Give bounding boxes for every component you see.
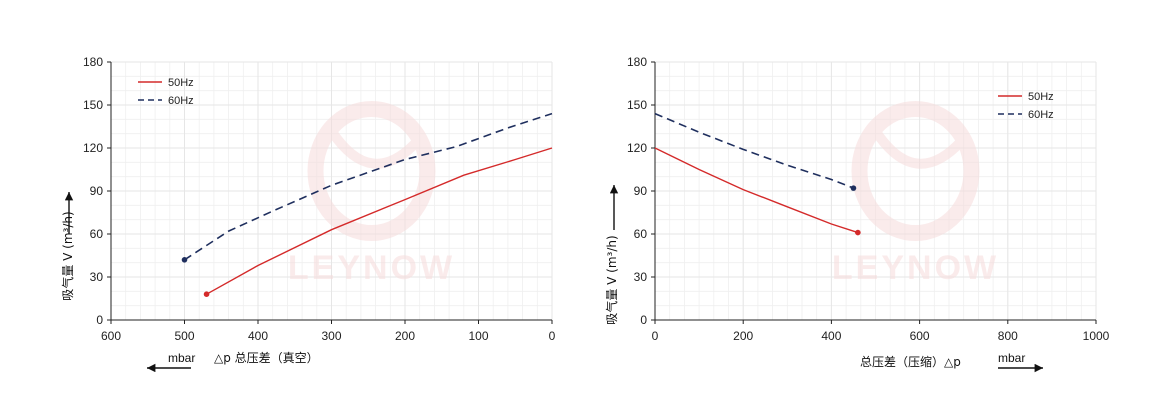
watermark-logo: LEYNOW <box>832 101 999 287</box>
series-line-60hz <box>654 112 854 189</box>
y-tick-label: 0 <box>96 313 103 327</box>
y-tick-label: 30 <box>90 270 104 284</box>
x-axis-unit: mbar <box>998 351 1025 365</box>
series-endpoint-60hz <box>181 257 188 263</box>
x-tick-label: 0 <box>549 329 556 343</box>
y-tick-label: 180 <box>627 55 647 69</box>
y-tick-label: 30 <box>634 270 648 284</box>
series-line-60hz <box>184 112 553 261</box>
y-tick-label: 120 <box>627 141 647 155</box>
series-line-50hz <box>654 147 859 234</box>
series-endpoint-50hz <box>855 229 861 236</box>
x-tick-label: 200 <box>733 329 753 343</box>
legend-label-60hz: 60Hz <box>1028 109 1054 121</box>
legend-label-50hz: 50Hz <box>1028 91 1054 103</box>
y-axis-title: 吸气量 V (m³/h) <box>604 235 619 324</box>
x-tick-label: 500 <box>174 329 194 343</box>
x-tick-label: 1000 <box>1083 329 1110 343</box>
x-axis-title: 总压差（压缩）△p <box>860 354 961 369</box>
x-tick-label: 400 <box>821 329 841 343</box>
x-tick-label: 0 <box>652 329 659 343</box>
y-tick-label: 150 <box>83 98 103 112</box>
x-axis-title: △p 总压差（真空） <box>214 351 319 365</box>
watermark-text: LEYNOW <box>832 249 999 287</box>
chart-vacuum: LEYNOW 0 30 60 90 120 150 180 600 500 400 300 200 100… <box>60 55 556 373</box>
watermark-logo: LEYNOW <box>288 101 455 287</box>
x-tick-label: 600 <box>101 329 121 343</box>
x-tick-label: 300 <box>321 329 341 343</box>
y-tick-label: 150 <box>627 98 647 112</box>
x-tick-label: 200 <box>395 329 415 343</box>
chart-compression: LEYNOW 0 30 60 90 120 150 180 0 200 400 600 800 1000 5… <box>604 55 1110 373</box>
x-axis-unit: mbar <box>168 351 195 365</box>
y-tick-label: 180 <box>83 55 103 69</box>
x-tick-label: 800 <box>998 329 1018 343</box>
legend-label-50hz: 50Hz <box>168 77 194 89</box>
legend-label-60hz: 60Hz <box>168 95 194 107</box>
y-tick-label: 90 <box>634 184 648 198</box>
y-axis-title: 吸气量 V (m³/h) <box>60 211 75 300</box>
y-tick-label: 120 <box>83 141 103 155</box>
series-endpoint-60hz <box>850 185 857 191</box>
x-tick-label: 100 <box>468 329 488 343</box>
major-grid <box>654 61 1097 321</box>
series-line-50hz <box>206 147 553 295</box>
y-tick-label: 60 <box>90 227 104 241</box>
legend: 50Hz 60Hz <box>138 77 194 107</box>
series-endpoint-50hz <box>203 291 210 298</box>
watermark-text: LEYNOW <box>288 249 455 287</box>
x-tick-label: 600 <box>910 329 930 343</box>
y-tick-label: 60 <box>634 227 648 241</box>
x-tick-label: 400 <box>248 329 268 343</box>
y-tick-label: 0 <box>640 313 647 327</box>
y-tick-label: 90 <box>90 184 104 198</box>
legend: 50Hz 60Hz <box>998 91 1054 121</box>
